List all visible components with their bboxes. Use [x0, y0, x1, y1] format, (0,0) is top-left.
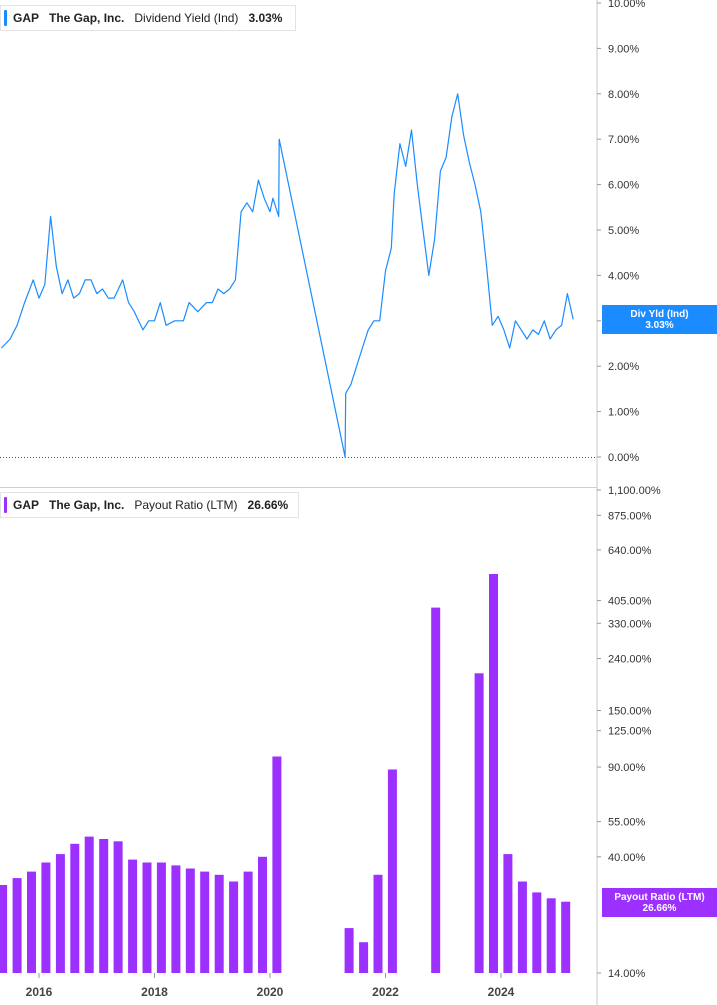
yield-y-tick-label: 4.00% — [608, 270, 639, 282]
payout-y-tick-label: 150.00% — [608, 706, 652, 718]
payout-y-tick-label: 14.00% — [608, 968, 646, 980]
yield-legend-company: The Gap, Inc. — [49, 11, 125, 25]
payout-y-tick-label: 90.00% — [608, 762, 646, 774]
payout-bar — [12, 878, 22, 973]
payout-y-tick-label: 40.00% — [608, 852, 646, 864]
payout-bar — [258, 856, 267, 973]
payout-bar — [474, 673, 484, 973]
x-tick-label: 2018 — [141, 985, 168, 999]
payout-bar — [489, 574, 498, 973]
payout-y-tick-label: 405.00% — [608, 596, 652, 608]
yield-y-tick-label: 6.00% — [608, 180, 639, 192]
payout-y-tick-label: 240.00% — [608, 653, 652, 665]
yield-value-tag: Div Yld (Ind) 3.03% — [602, 305, 717, 334]
yield-y-tick-label: 7.00% — [608, 134, 639, 146]
payout-bar — [431, 607, 441, 973]
payout-legend-value: 26.66% — [247, 498, 289, 512]
payout-bar — [70, 843, 80, 973]
payout-bar — [243, 871, 253, 973]
payout-y-tick-label: 330.00% — [608, 618, 652, 630]
payout-bar — [517, 881, 527, 973]
payout-legend-company: The Gap, Inc. — [49, 498, 125, 512]
payout-bar — [373, 874, 383, 973]
payout-bar — [546, 898, 556, 973]
x-tick-label: 2020 — [257, 985, 284, 999]
yield-legend-color — [4, 10, 7, 26]
payout-legend-ticker: GAP — [13, 498, 40, 512]
payout-bar — [561, 901, 571, 973]
payout-bar — [84, 836, 94, 973]
yield-tag-label: Div Yld (Ind) — [630, 308, 689, 320]
payout-bar — [128, 859, 138, 973]
payout-bar — [344, 928, 354, 973]
yield-y-tick-label: 1.00% — [608, 407, 639, 419]
yield-y-tick-label: 10.00% — [608, 0, 646, 10]
yield-tag-value: 3.03% — [645, 319, 674, 331]
yield-y-tick-label: 2.00% — [608, 361, 639, 373]
payout-y-tick-label: 55.00% — [608, 817, 646, 829]
yield-y-tick-label: 5.00% — [608, 225, 639, 237]
payout-bar — [55, 854, 65, 973]
yield-legend-ticker: GAP — [13, 11, 40, 25]
yield-legend: GAP The Gap, Inc. Dividend Yield (Ind) 3… — [0, 5, 296, 31]
payout-y-tick-label: 640.00% — [608, 545, 652, 557]
payout-y-tick-label: 125.00% — [608, 726, 652, 738]
payout-bar — [0, 885, 8, 973]
payout-bar — [27, 871, 36, 973]
payout-legend-metric: Payout Ratio (LTM) — [134, 498, 238, 512]
payout-bar — [113, 841, 123, 973]
payout-bar — [532, 892, 542, 973]
payout-legend: GAP The Gap, Inc. Payout Ratio (LTM) 26.… — [0, 492, 299, 518]
dividend-yield-line — [1, 93, 574, 458]
payout-tag-label: Payout Ratio (LTM) — [614, 891, 705, 903]
payout-bar — [171, 865, 181, 973]
yield-y-tick-label: 9.00% — [608, 43, 639, 55]
payout-tag-value: 26.66% — [642, 902, 677, 914]
x-tick-label: 2022 — [372, 985, 399, 999]
payout-value-tag: Payout Ratio (LTM) 26.66% — [602, 888, 717, 917]
yield-legend-metric: Dividend Yield (Ind) — [134, 11, 239, 25]
payout-bar — [185, 868, 195, 973]
payout-bar — [272, 756, 282, 973]
payout-y-tick-label: 875.00% — [608, 510, 652, 522]
payout-legend-color — [4, 497, 7, 513]
payout-bar — [200, 871, 210, 973]
payout-bar — [99, 839, 109, 973]
payout-bar — [503, 854, 513, 973]
x-tick-label: 2016 — [26, 985, 53, 999]
yield-y-tick-label: 8.00% — [608, 89, 639, 101]
x-tick-label: 2024 — [488, 985, 515, 999]
payout-bar — [214, 874, 224, 973]
payout-y-tick-label: 1,100.00% — [608, 485, 661, 497]
payout-bar — [156, 862, 166, 973]
payout-bar — [142, 862, 152, 973]
yield-legend-value: 3.03% — [248, 11, 283, 25]
yield-y-tick-label: 0.00% — [608, 452, 639, 464]
payout-bar — [41, 862, 51, 973]
payout-bar — [359, 942, 369, 973]
payout-bar — [229, 881, 239, 973]
payout-bar — [387, 769, 397, 973]
